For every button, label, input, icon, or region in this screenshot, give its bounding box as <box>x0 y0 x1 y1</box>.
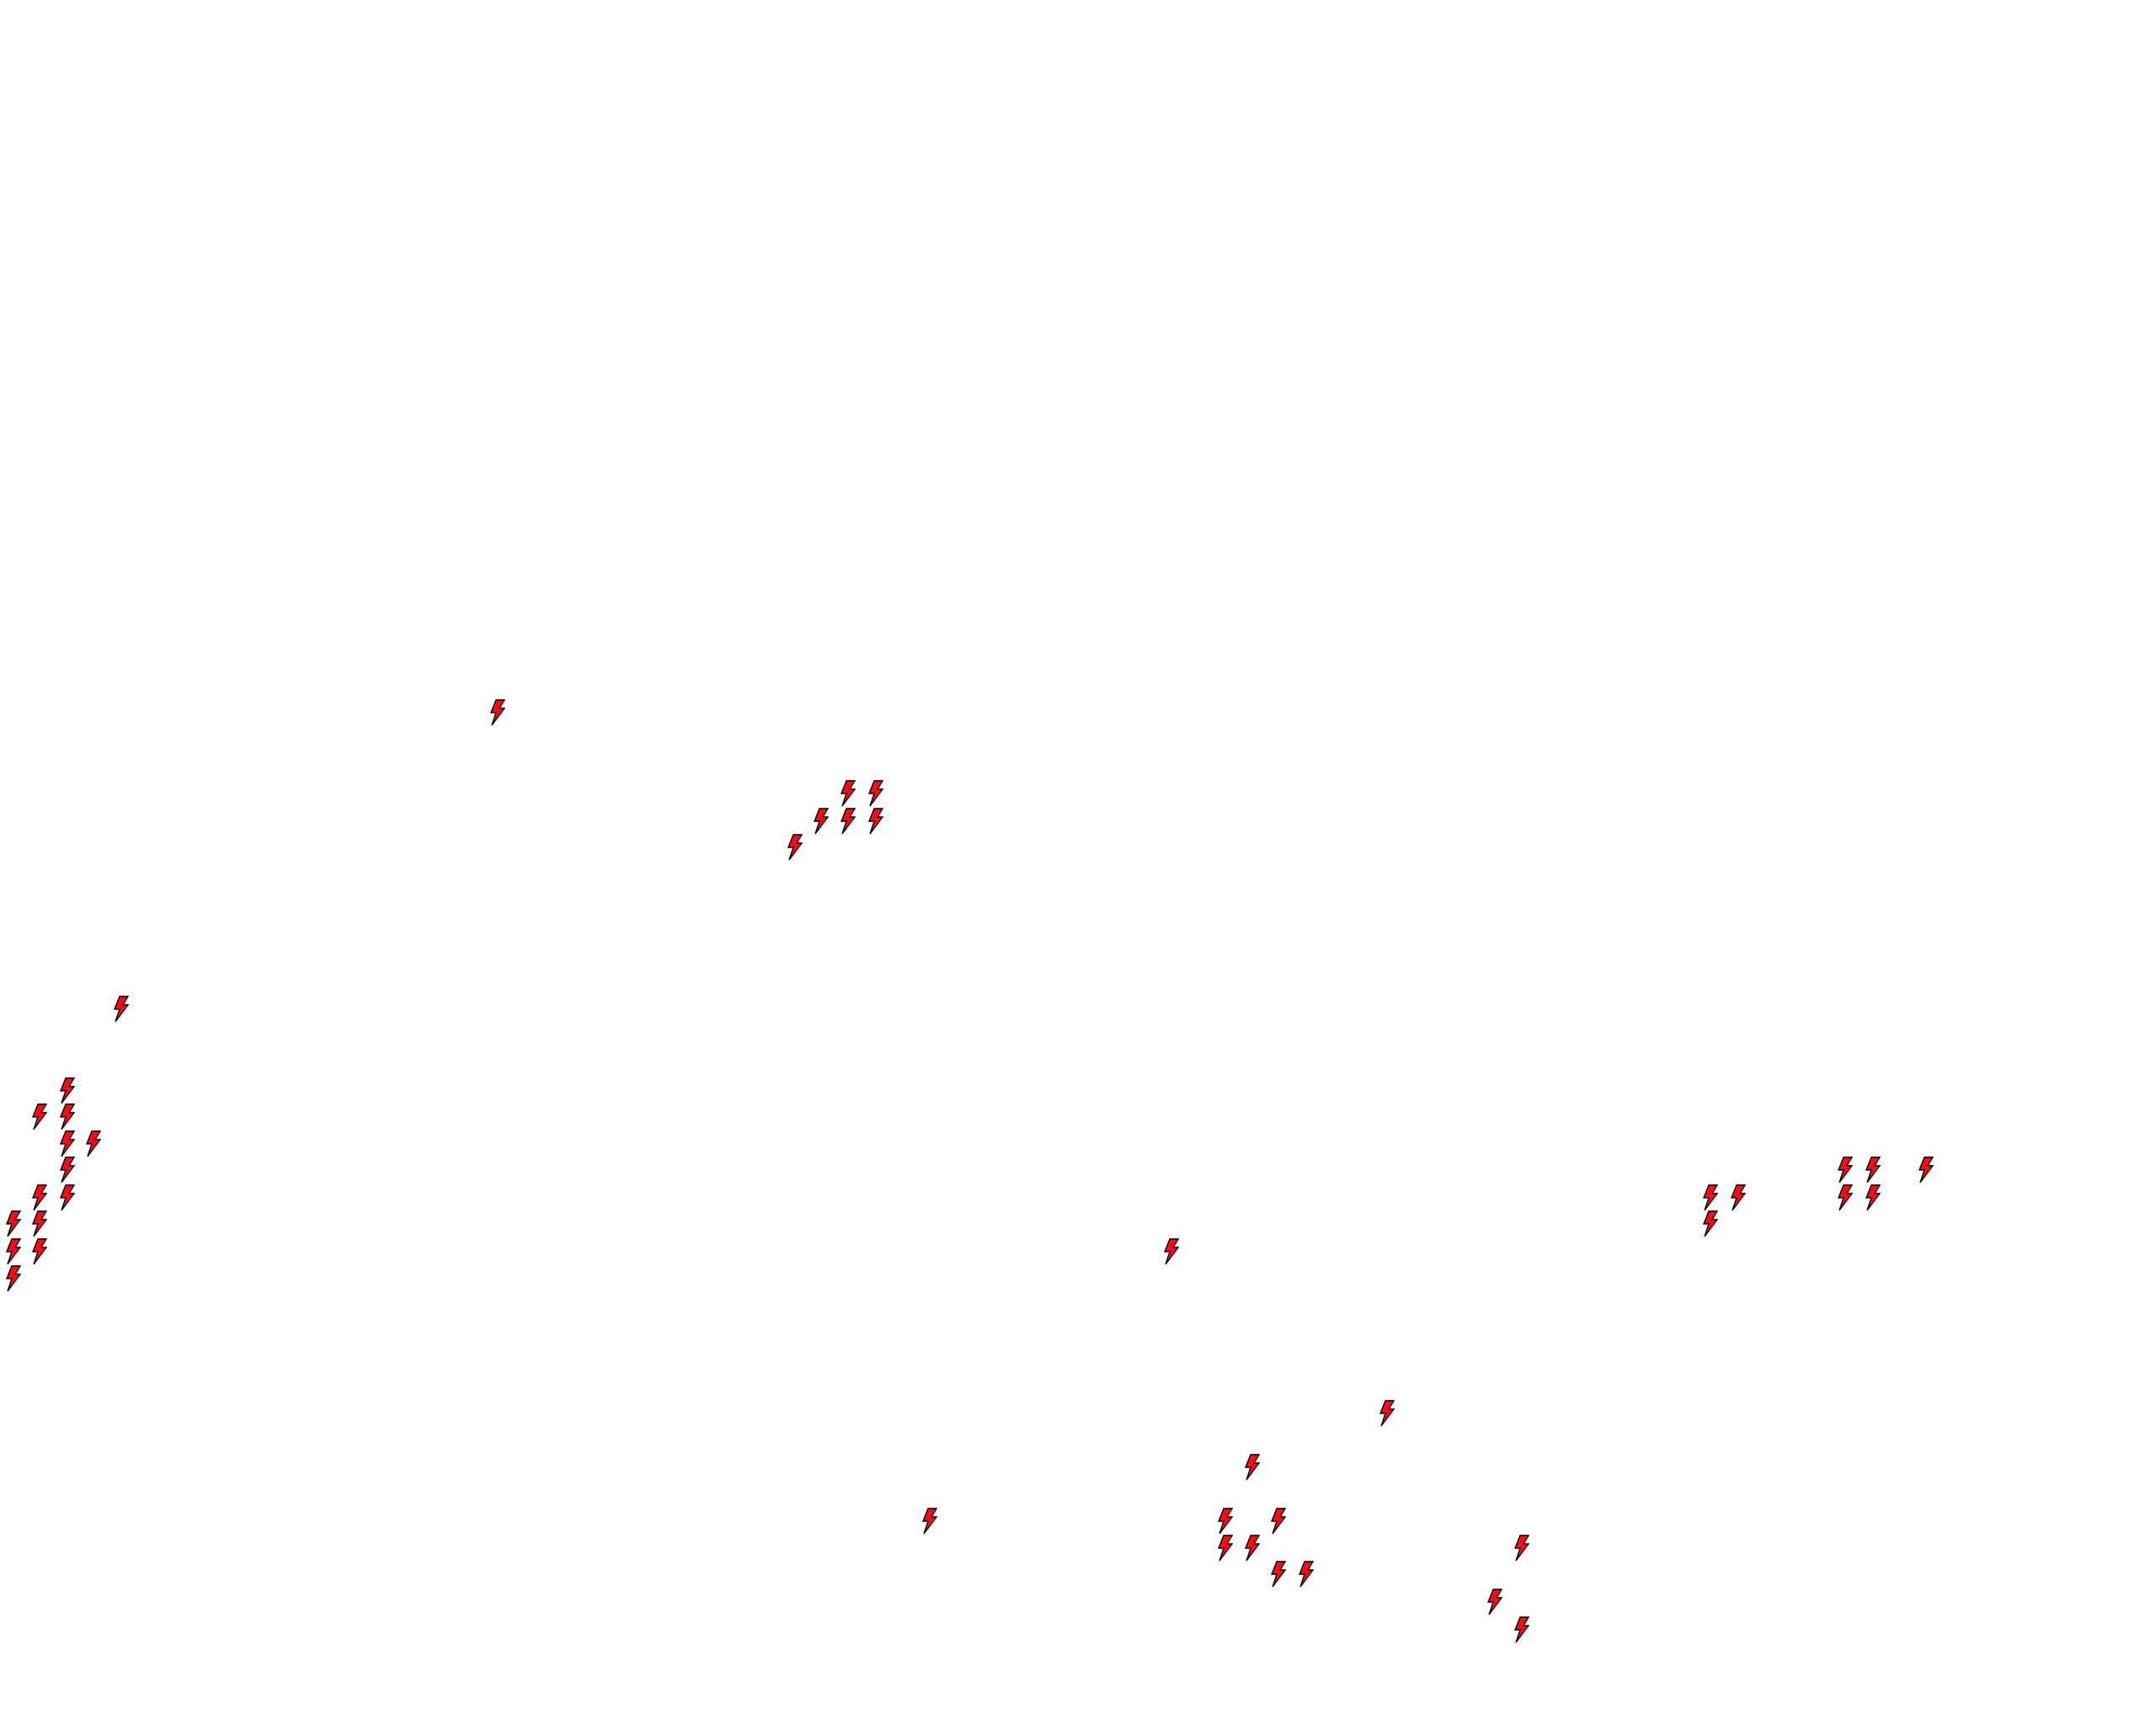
lightning-marker[interactable] <box>1162 1238 1181 1265</box>
lightning-marker[interactable] <box>1269 1561 1288 1588</box>
lightning-bolt-icon <box>840 780 857 807</box>
lightning-bolt-icon <box>1730 1184 1747 1211</box>
lightning-marker[interactable] <box>58 1077 77 1104</box>
lightning-bolt-icon <box>921 1508 938 1535</box>
lightning-marker[interactable] <box>867 808 885 835</box>
lightning-bolt-icon <box>5 1238 22 1265</box>
lightning-marker[interactable] <box>1243 1535 1262 1562</box>
lightning-marker[interactable] <box>30 1210 49 1237</box>
lightning-bolt-icon <box>867 780 884 807</box>
lightning-bolt-icon <box>31 1184 48 1211</box>
lightning-bolt-icon <box>489 699 506 726</box>
lightning-marker[interactable] <box>1216 1508 1235 1535</box>
lightning-bolt-icon <box>1702 1184 1719 1211</box>
lightning-bolt-icon <box>813 808 830 835</box>
lightning-marker[interactable] <box>58 1103 77 1130</box>
lightning-marker[interactable] <box>812 808 830 835</box>
lightning-marker[interactable] <box>867 780 885 807</box>
lightning-bolt-icon <box>1379 1400 1396 1427</box>
lightning-bolt-icon <box>1837 1156 1854 1183</box>
lightning-marker[interactable] <box>488 699 507 726</box>
lightning-marker[interactable] <box>30 1184 49 1211</box>
lightning-marker[interactable] <box>1243 1454 1262 1481</box>
lightning-bolt-icon <box>113 996 130 1023</box>
lightning-bolt-icon <box>59 1156 76 1183</box>
lightning-bolt-icon <box>1837 1184 1854 1211</box>
lightning-bolt-icon <box>840 808 857 835</box>
lightning-bolt-icon <box>59 1184 76 1211</box>
lightning-bolt-icon <box>1702 1210 1719 1237</box>
lightning-bolt-icon <box>1513 1535 1530 1562</box>
lightning-bolt-icon <box>1244 1535 1261 1562</box>
lightning-bolt-icon <box>1513 1616 1530 1643</box>
lightning-marker[interactable] <box>786 834 804 861</box>
lightning-bolt-icon <box>1270 1508 1287 1535</box>
lightning-bolt-icon <box>1163 1238 1180 1265</box>
lightning-bolt-icon <box>1865 1184 1881 1211</box>
lightning-marker[interactable] <box>839 780 857 807</box>
lightning-marker[interactable] <box>1836 1156 1854 1183</box>
lightning-marker[interactable] <box>1701 1210 1720 1237</box>
lightning-marker[interactable] <box>1216 1535 1235 1562</box>
lightning-marker[interactable] <box>1917 1156 1935 1183</box>
lightning-marker[interactable] <box>1864 1156 1882 1183</box>
lightning-bolt-icon <box>5 1210 22 1237</box>
lightning-bolt-icon <box>1270 1561 1287 1588</box>
lightning-marker[interactable] <box>112 996 131 1023</box>
lightning-bolt-icon <box>59 1130 76 1157</box>
lightning-bolt-icon <box>85 1130 102 1157</box>
lightning-marker[interactable] <box>1701 1184 1720 1211</box>
lightning-marker[interactable] <box>1729 1184 1748 1211</box>
lightning-marker[interactable] <box>4 1238 23 1265</box>
lightning-marker[interactable] <box>1836 1184 1854 1211</box>
lightning-bolt-icon <box>1298 1561 1315 1588</box>
lightning-bolt-icon <box>867 808 884 835</box>
lightning-bolt-icon <box>5 1265 22 1292</box>
lightning-bolt-icon <box>59 1103 76 1130</box>
lightning-marker[interactable] <box>4 1210 23 1237</box>
lightning-bolt-icon <box>1486 1589 1503 1616</box>
lightning-bolt-icon <box>1865 1156 1881 1183</box>
lightning-bolt-icon <box>1217 1508 1234 1535</box>
lightning-bolt-icon <box>1244 1454 1261 1481</box>
lightning-marker[interactable] <box>1513 1616 1531 1643</box>
lightning-marker[interactable] <box>839 808 857 835</box>
lightning-marker[interactable] <box>1486 1589 1504 1616</box>
lightning-marker[interactable] <box>58 1156 77 1183</box>
lightning-marker[interactable] <box>921 1508 939 1535</box>
lightning-bolt-icon <box>787 834 803 861</box>
lightning-marker[interactable] <box>58 1130 77 1157</box>
lightning-marker[interactable] <box>30 1238 49 1265</box>
lightning-marker[interactable] <box>84 1130 103 1157</box>
lightning-marker[interactable] <box>58 1184 77 1211</box>
lightning-bolt-icon <box>59 1077 76 1104</box>
lightning-marker[interactable] <box>30 1103 49 1130</box>
lightning-marker[interactable] <box>4 1265 23 1292</box>
lightning-marker[interactable] <box>1864 1184 1882 1211</box>
lightning-marker[interactable] <box>1378 1400 1396 1427</box>
lightning-marker[interactable] <box>1513 1535 1531 1562</box>
lightning-bolt-icon <box>31 1238 48 1265</box>
lightning-bolt-icon <box>1918 1156 1935 1183</box>
lightning-bolt-icon <box>31 1210 48 1237</box>
lightning-marker[interactable] <box>1269 1508 1288 1535</box>
lightning-bolt-icon <box>1217 1535 1234 1562</box>
lightning-marker[interactable] <box>1297 1561 1315 1588</box>
lightning-bolt-icon <box>31 1103 48 1130</box>
